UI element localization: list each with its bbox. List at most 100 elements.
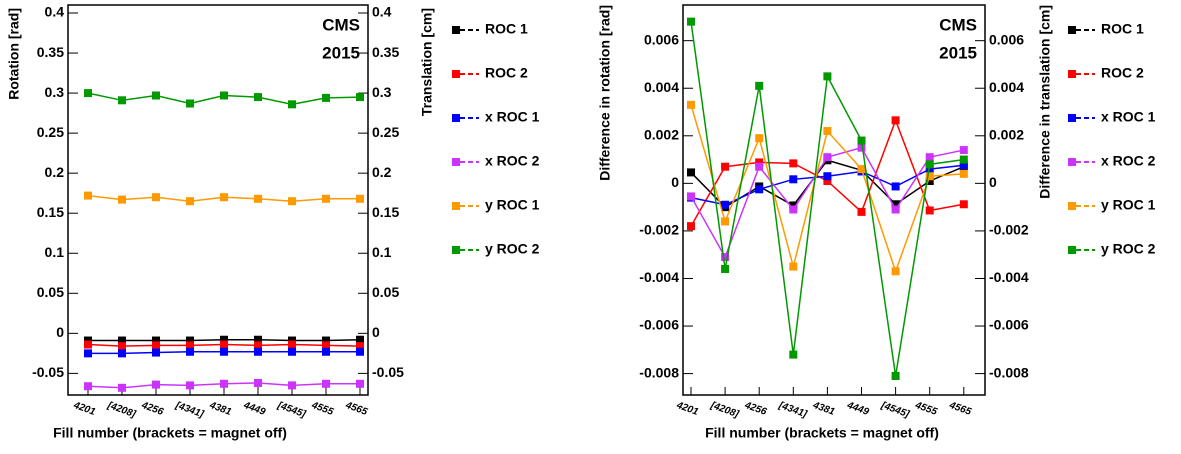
y2-tick-label: 0.1 [372,244,392,260]
data-point [959,155,968,164]
data-point [959,146,968,155]
x-tick-label: [4208] [708,400,740,421]
data-point [220,379,228,388]
y2-tick-label: -0.006 [989,317,1029,333]
x-tick-label: 4449 [241,400,267,418]
data-point [254,341,262,350]
data-point [84,349,92,358]
y-axis-title: Rotation [rad] [6,8,22,100]
plot-frame [67,4,369,396]
x-axis-title: Fill number (brackets = magnet off) [705,425,939,441]
y2-tick-label: 0.004 [989,79,1024,95]
data-point [322,347,330,356]
data-point [721,200,730,209]
data-point [288,336,296,345]
data-point [186,336,194,345]
data-point [755,134,764,143]
data-point [857,136,866,145]
x-axis-title: Fill number (brackets = magnet off) [53,425,287,441]
legend-marker [452,70,460,78]
data-point [823,127,832,136]
x-tick-label: 4256 [139,400,165,418]
data-point [84,382,92,391]
legend-label: ROC 2 [485,65,528,81]
data-point [152,336,160,345]
data-point [356,342,364,351]
x-tick-label: [4545] [275,400,307,421]
y-tick-label: -0.05 [32,364,64,380]
annotation: 2015 [322,43,360,62]
data-point [186,347,194,356]
y-axis-title: Difference in rotation [rad] [597,5,613,181]
y2-tick-label: 0.002 [989,126,1024,142]
data-point [687,192,695,201]
data-point [959,200,968,209]
data-point [755,158,764,167]
data-point [789,350,798,359]
data-point [789,175,798,184]
data-point [118,336,126,345]
data-point [152,193,160,202]
y-tick-label: 0 [671,174,679,190]
data-point [152,348,160,357]
y2-tick-label: -0.002 [989,222,1029,238]
x-tick-label: 4555 [913,400,939,418]
data-point [823,153,832,162]
data-point [84,340,92,349]
legend-label: x ROC 1 [1101,109,1156,125]
y-tick-label: 0.15 [37,204,64,220]
data-point [288,381,296,390]
data-point [687,168,695,177]
data-point [356,93,364,102]
data-point [959,161,968,170]
data-point [857,207,866,216]
y-tick-label: 0.002 [644,126,679,142]
y-tick-label: 0.4 [45,4,65,20]
data-point [288,100,296,109]
y2-tick-label: -0.004 [989,269,1029,285]
x-tick-label: [4341] [173,400,205,421]
x-tick-label: 4565 [343,400,369,418]
y-tick-label: -0.006 [639,317,679,333]
data-point [721,253,730,262]
annotation: CMS [939,15,977,34]
data-point [152,91,160,100]
y2-tick-label: 0.4 [372,4,392,20]
legend-label: ROC 2 [1101,65,1144,81]
data-point [891,371,900,380]
data-point [322,336,330,345]
data-point [322,379,330,388]
data-point [220,340,228,349]
legend-label: y ROC 1 [485,197,540,213]
data-point [925,153,934,162]
legend-marker [1068,114,1076,122]
data-point [891,267,900,276]
data-point [789,262,798,271]
legend-marker [1068,202,1076,210]
y2-tick-label: 0.2 [372,164,392,180]
y-tick-label: -0.008 [639,364,679,380]
x-tick-label: 4449 [845,400,871,418]
data-point [84,89,92,98]
x-tick-label: 4555 [309,400,335,418]
data-point [789,205,798,214]
data-point [925,176,934,185]
data-point [186,99,194,108]
data-point [823,176,832,185]
data-point [254,378,262,387]
data-point [84,336,92,345]
x-tick-label: [4208] [105,400,137,421]
y-tick-label: 0.25 [37,124,64,140]
data-point [687,222,695,231]
data-point [823,72,832,81]
data-point [925,172,934,181]
data-point [687,17,695,26]
data-point [118,195,126,204]
x-tick-label: [4341] [776,400,808,421]
y2-tick-label: -0.05 [372,364,404,380]
data-point [891,116,900,125]
data-point [254,194,262,203]
legend-label: x ROC 2 [1101,153,1156,169]
y-tick-label: 0.05 [37,284,64,300]
